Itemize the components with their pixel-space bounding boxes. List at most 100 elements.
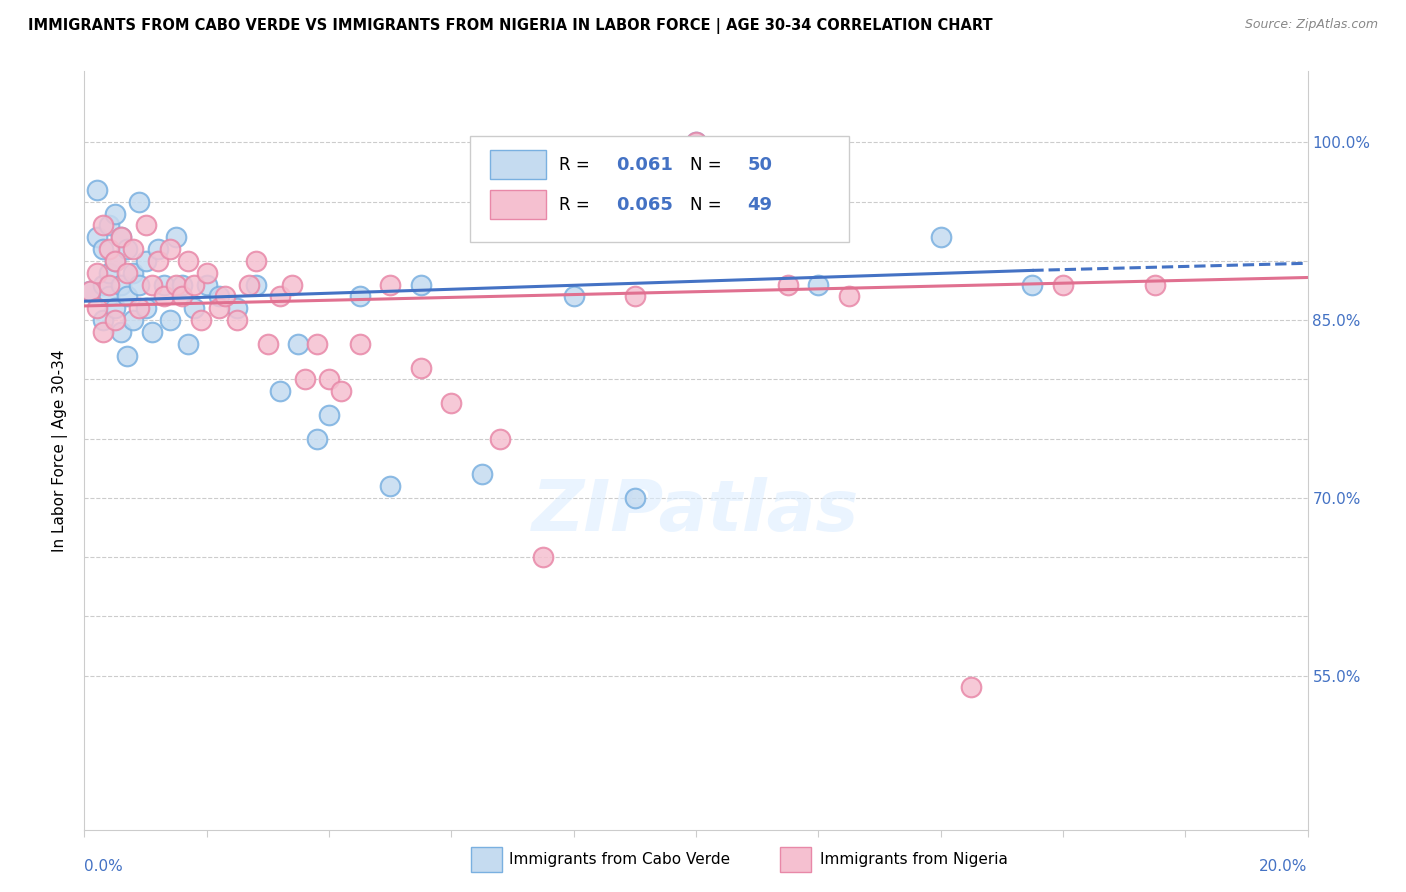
Point — [624, 289, 647, 303]
Point — [330, 384, 353, 399]
Point — [135, 254, 157, 268]
Point — [177, 254, 200, 268]
Point — [562, 289, 585, 303]
Text: R =: R = — [560, 196, 595, 214]
Point — [409, 277, 432, 292]
Point — [471, 467, 494, 482]
Point — [146, 254, 169, 268]
Text: 0.061: 0.061 — [616, 155, 673, 174]
Point — [349, 289, 371, 303]
Point — [91, 313, 114, 327]
Point — [269, 384, 291, 399]
Point — [807, 277, 830, 292]
Point — [960, 681, 983, 695]
Point — [195, 277, 218, 292]
Point — [146, 242, 169, 256]
Point — [110, 325, 132, 339]
Point — [183, 277, 205, 292]
Point — [104, 254, 127, 268]
Text: IMMIGRANTS FROM CABO VERDE VS IMMIGRANTS FROM NIGERIA IN LABOR FORCE | AGE 30-34: IMMIGRANTS FROM CABO VERDE VS IMMIGRANTS… — [28, 18, 993, 34]
FancyBboxPatch shape — [470, 136, 849, 242]
Point — [79, 284, 101, 298]
Point — [97, 266, 120, 280]
Text: ZIPatlas: ZIPatlas — [533, 476, 859, 546]
Text: 49: 49 — [748, 196, 772, 214]
Point — [115, 289, 138, 303]
Point — [257, 336, 280, 351]
Point — [281, 277, 304, 292]
Point — [122, 242, 145, 256]
Point — [122, 266, 145, 280]
Point — [409, 360, 432, 375]
Text: 50: 50 — [748, 155, 772, 174]
Point — [86, 266, 108, 280]
Point — [128, 194, 150, 209]
Point — [318, 372, 340, 386]
Point — [91, 325, 114, 339]
Point — [91, 219, 114, 233]
Point — [208, 301, 231, 316]
Point — [305, 336, 328, 351]
Point — [153, 289, 176, 303]
Point — [929, 230, 952, 244]
Text: 0.0%: 0.0% — [84, 859, 124, 874]
Point — [135, 301, 157, 316]
Point — [110, 230, 132, 244]
Point — [104, 254, 127, 268]
Point — [287, 336, 309, 351]
Point — [91, 277, 114, 292]
Point — [1021, 277, 1043, 292]
Point — [294, 372, 316, 386]
Point — [159, 313, 181, 327]
Point — [238, 277, 260, 292]
Point — [214, 289, 236, 303]
Point — [79, 284, 101, 298]
Point — [135, 219, 157, 233]
Text: N =: N = — [690, 196, 727, 214]
Point — [165, 230, 187, 244]
Point — [86, 230, 108, 244]
Point — [776, 277, 799, 292]
Point — [104, 313, 127, 327]
Point — [172, 277, 194, 292]
Point — [115, 242, 138, 256]
Point — [172, 289, 194, 303]
Point — [141, 277, 163, 292]
Point — [153, 277, 176, 292]
Point — [440, 396, 463, 410]
Text: Immigrants from Cabo Verde: Immigrants from Cabo Verde — [509, 853, 730, 867]
Point — [128, 277, 150, 292]
Point — [115, 349, 138, 363]
Point — [1052, 277, 1074, 292]
Text: 0.065: 0.065 — [616, 196, 673, 214]
Point — [97, 242, 120, 256]
Point — [245, 254, 267, 268]
Point — [685, 136, 707, 150]
Point — [838, 289, 860, 303]
Point — [1143, 277, 1166, 292]
Point — [97, 219, 120, 233]
Point — [141, 325, 163, 339]
Point — [305, 432, 328, 446]
FancyBboxPatch shape — [491, 190, 546, 219]
Point — [159, 242, 181, 256]
Point — [208, 289, 231, 303]
Point — [226, 313, 249, 327]
Point — [624, 491, 647, 505]
Point — [165, 277, 187, 292]
Point — [110, 230, 132, 244]
Point — [226, 301, 249, 316]
Point — [97, 289, 120, 303]
Point — [531, 550, 554, 565]
Point — [245, 277, 267, 292]
Point — [318, 408, 340, 422]
Point — [128, 301, 150, 316]
Text: 20.0%: 20.0% — [1260, 859, 1308, 874]
Point — [190, 313, 212, 327]
Point — [97, 277, 120, 292]
Point — [177, 336, 200, 351]
Point — [86, 301, 108, 316]
Text: Source: ZipAtlas.com: Source: ZipAtlas.com — [1244, 18, 1378, 31]
Text: N =: N = — [690, 155, 727, 174]
Point — [91, 242, 114, 256]
